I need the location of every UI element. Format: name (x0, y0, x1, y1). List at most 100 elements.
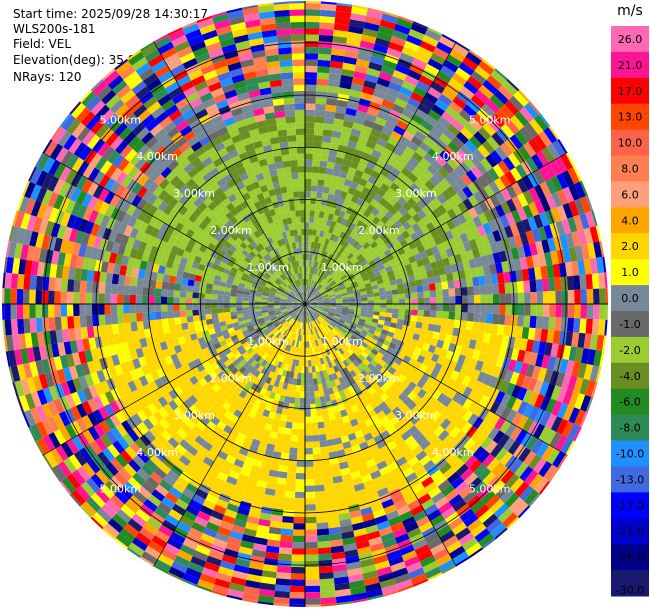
velocity-cell (427, 86, 442, 99)
velocity-cell (306, 266, 309, 273)
velocity-cell (231, 348, 240, 356)
velocity-cell (330, 338, 337, 345)
velocity-cell (280, 296, 288, 300)
velocity-cell (121, 175, 133, 188)
velocity-cell (372, 383, 381, 392)
velocity-cell (177, 336, 186, 345)
velocity-cell (390, 317, 398, 324)
velocity-cell (230, 334, 238, 341)
velocity-cell (550, 175, 563, 192)
velocity-cell (596, 334, 605, 352)
velocity-cell (391, 362, 400, 371)
velocity-cell (411, 114, 425, 126)
velocity-cell (224, 287, 232, 293)
velocity-cell (187, 561, 204, 574)
velocity-cell (370, 128, 382, 138)
velocity-cell (473, 463, 487, 477)
velocity-cell (396, 92, 411, 103)
velocity-cell (327, 347, 334, 355)
velocity-cell (411, 292, 418, 299)
velocity-cell (157, 334, 166, 343)
velocity-cell (438, 266, 446, 276)
velocity-cell (194, 274, 203, 282)
velocity-cell (414, 327, 422, 335)
velocity-cell (355, 357, 363, 365)
velocity-cell (404, 74, 419, 87)
velocity-cell (310, 353, 314, 361)
velocity-cell (168, 324, 177, 333)
velocity-cell (372, 334, 380, 341)
velocity-cell (237, 473, 249, 483)
velocity-cell (333, 23, 350, 32)
velocity-cell (189, 499, 203, 511)
velocity-cell (321, 141, 331, 150)
velocity-cell (295, 340, 300, 348)
velocity-cell (277, 325, 283, 331)
velocity-cell (543, 162, 557, 179)
velocity-cell (43, 330, 52, 346)
velocity-cell (94, 336, 103, 349)
velocity-cell (341, 276, 349, 283)
velocity-cell (461, 375, 472, 387)
velocity-cell (187, 461, 200, 473)
velocity-cell (320, 9, 336, 18)
velocity-cell (425, 247, 434, 257)
velocity-cell (314, 346, 318, 354)
velocity-cell (226, 396, 235, 406)
velocity-cell (166, 453, 179, 465)
velocity-cell (591, 381, 598, 398)
velocity-cell (289, 592, 305, 599)
velocity-cell (281, 446, 290, 454)
velocity-cell (180, 316, 188, 324)
velocity-cell (328, 269, 335, 276)
velocity-cell (306, 316, 308, 323)
velocity-cell (185, 228, 195, 239)
velocity-cell (306, 310, 308, 317)
velocity-cell (167, 572, 183, 581)
velocity-cell (136, 286, 143, 296)
velocity-cell (514, 111, 530, 127)
velocity-cell (421, 402, 432, 414)
velocity-cell (274, 294, 282, 298)
velocity-cell (226, 278, 234, 285)
velocity-cell (421, 205, 432, 216)
velocity-cell (236, 310, 244, 315)
velocity-cell (333, 163, 343, 171)
velocity-cell (395, 278, 404, 285)
velocity-cell (314, 116, 325, 124)
velocity-cell (468, 194, 479, 207)
velocity-cell (228, 355, 237, 364)
velocity-cell (602, 256, 607, 273)
velocity-cell (305, 122, 315, 129)
velocity-cell (305, 103, 316, 110)
velocity-cell (324, 238, 330, 246)
velocity-cell (452, 271, 460, 281)
velocity-cell (233, 458, 245, 468)
velocity-cell (142, 522, 159, 536)
velocity-cell (192, 304, 199, 310)
velocity-cell (270, 425, 279, 433)
velocity-cell (599, 241, 605, 257)
velocity-cell (418, 75, 434, 87)
velocity-cell (217, 526, 232, 537)
velocity-cell (517, 400, 529, 415)
velocity-cell (138, 356, 147, 367)
velocity-cell (228, 470, 240, 480)
velocity-cell (123, 463, 137, 477)
velocity-cell (303, 310, 305, 317)
velocity-cell (345, 172, 355, 182)
velocity-cell (114, 537, 129, 550)
velocity-cell (280, 534, 293, 542)
velocity-cell (517, 292, 525, 304)
velocity-cell (549, 159, 562, 176)
velocity-cell (356, 372, 365, 381)
velocity-cell (412, 57, 428, 70)
velocity-cell (465, 425, 478, 439)
velocity-cell (270, 327, 277, 334)
velocity-cell (344, 350, 352, 358)
velocity-cell (374, 83, 389, 94)
velocity-cell (171, 338, 180, 347)
velocity-cell (290, 390, 296, 398)
velocity-cell (107, 518, 124, 533)
velocity-cell (370, 414, 381, 424)
